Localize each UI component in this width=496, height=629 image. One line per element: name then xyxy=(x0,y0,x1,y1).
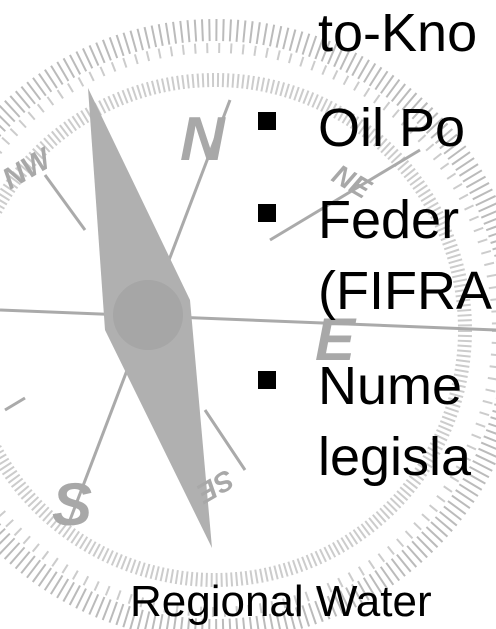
text-line: to-Kno xyxy=(318,6,477,60)
footer: Regional Water xyxy=(130,580,432,624)
bullet xyxy=(258,112,276,130)
text-line: Oil Po xyxy=(318,101,465,155)
sw-line xyxy=(5,398,25,410)
bullet xyxy=(258,204,276,222)
text-line: legisla xyxy=(318,430,471,484)
compass-label: S xyxy=(52,471,92,538)
compass-label: N xyxy=(180,105,226,174)
compass-label: NW xyxy=(0,141,59,196)
nw-line xyxy=(45,175,85,230)
slide: N NW NE E S SE to-Kno Oil Po Feder (FIFR… xyxy=(0,0,496,629)
bullet xyxy=(258,371,276,389)
se-line xyxy=(205,410,245,470)
text-line: (FIFRA xyxy=(318,264,492,318)
text-line: Feder xyxy=(318,193,459,247)
text-line: Nume xyxy=(318,359,462,413)
needle-hub xyxy=(113,280,183,350)
